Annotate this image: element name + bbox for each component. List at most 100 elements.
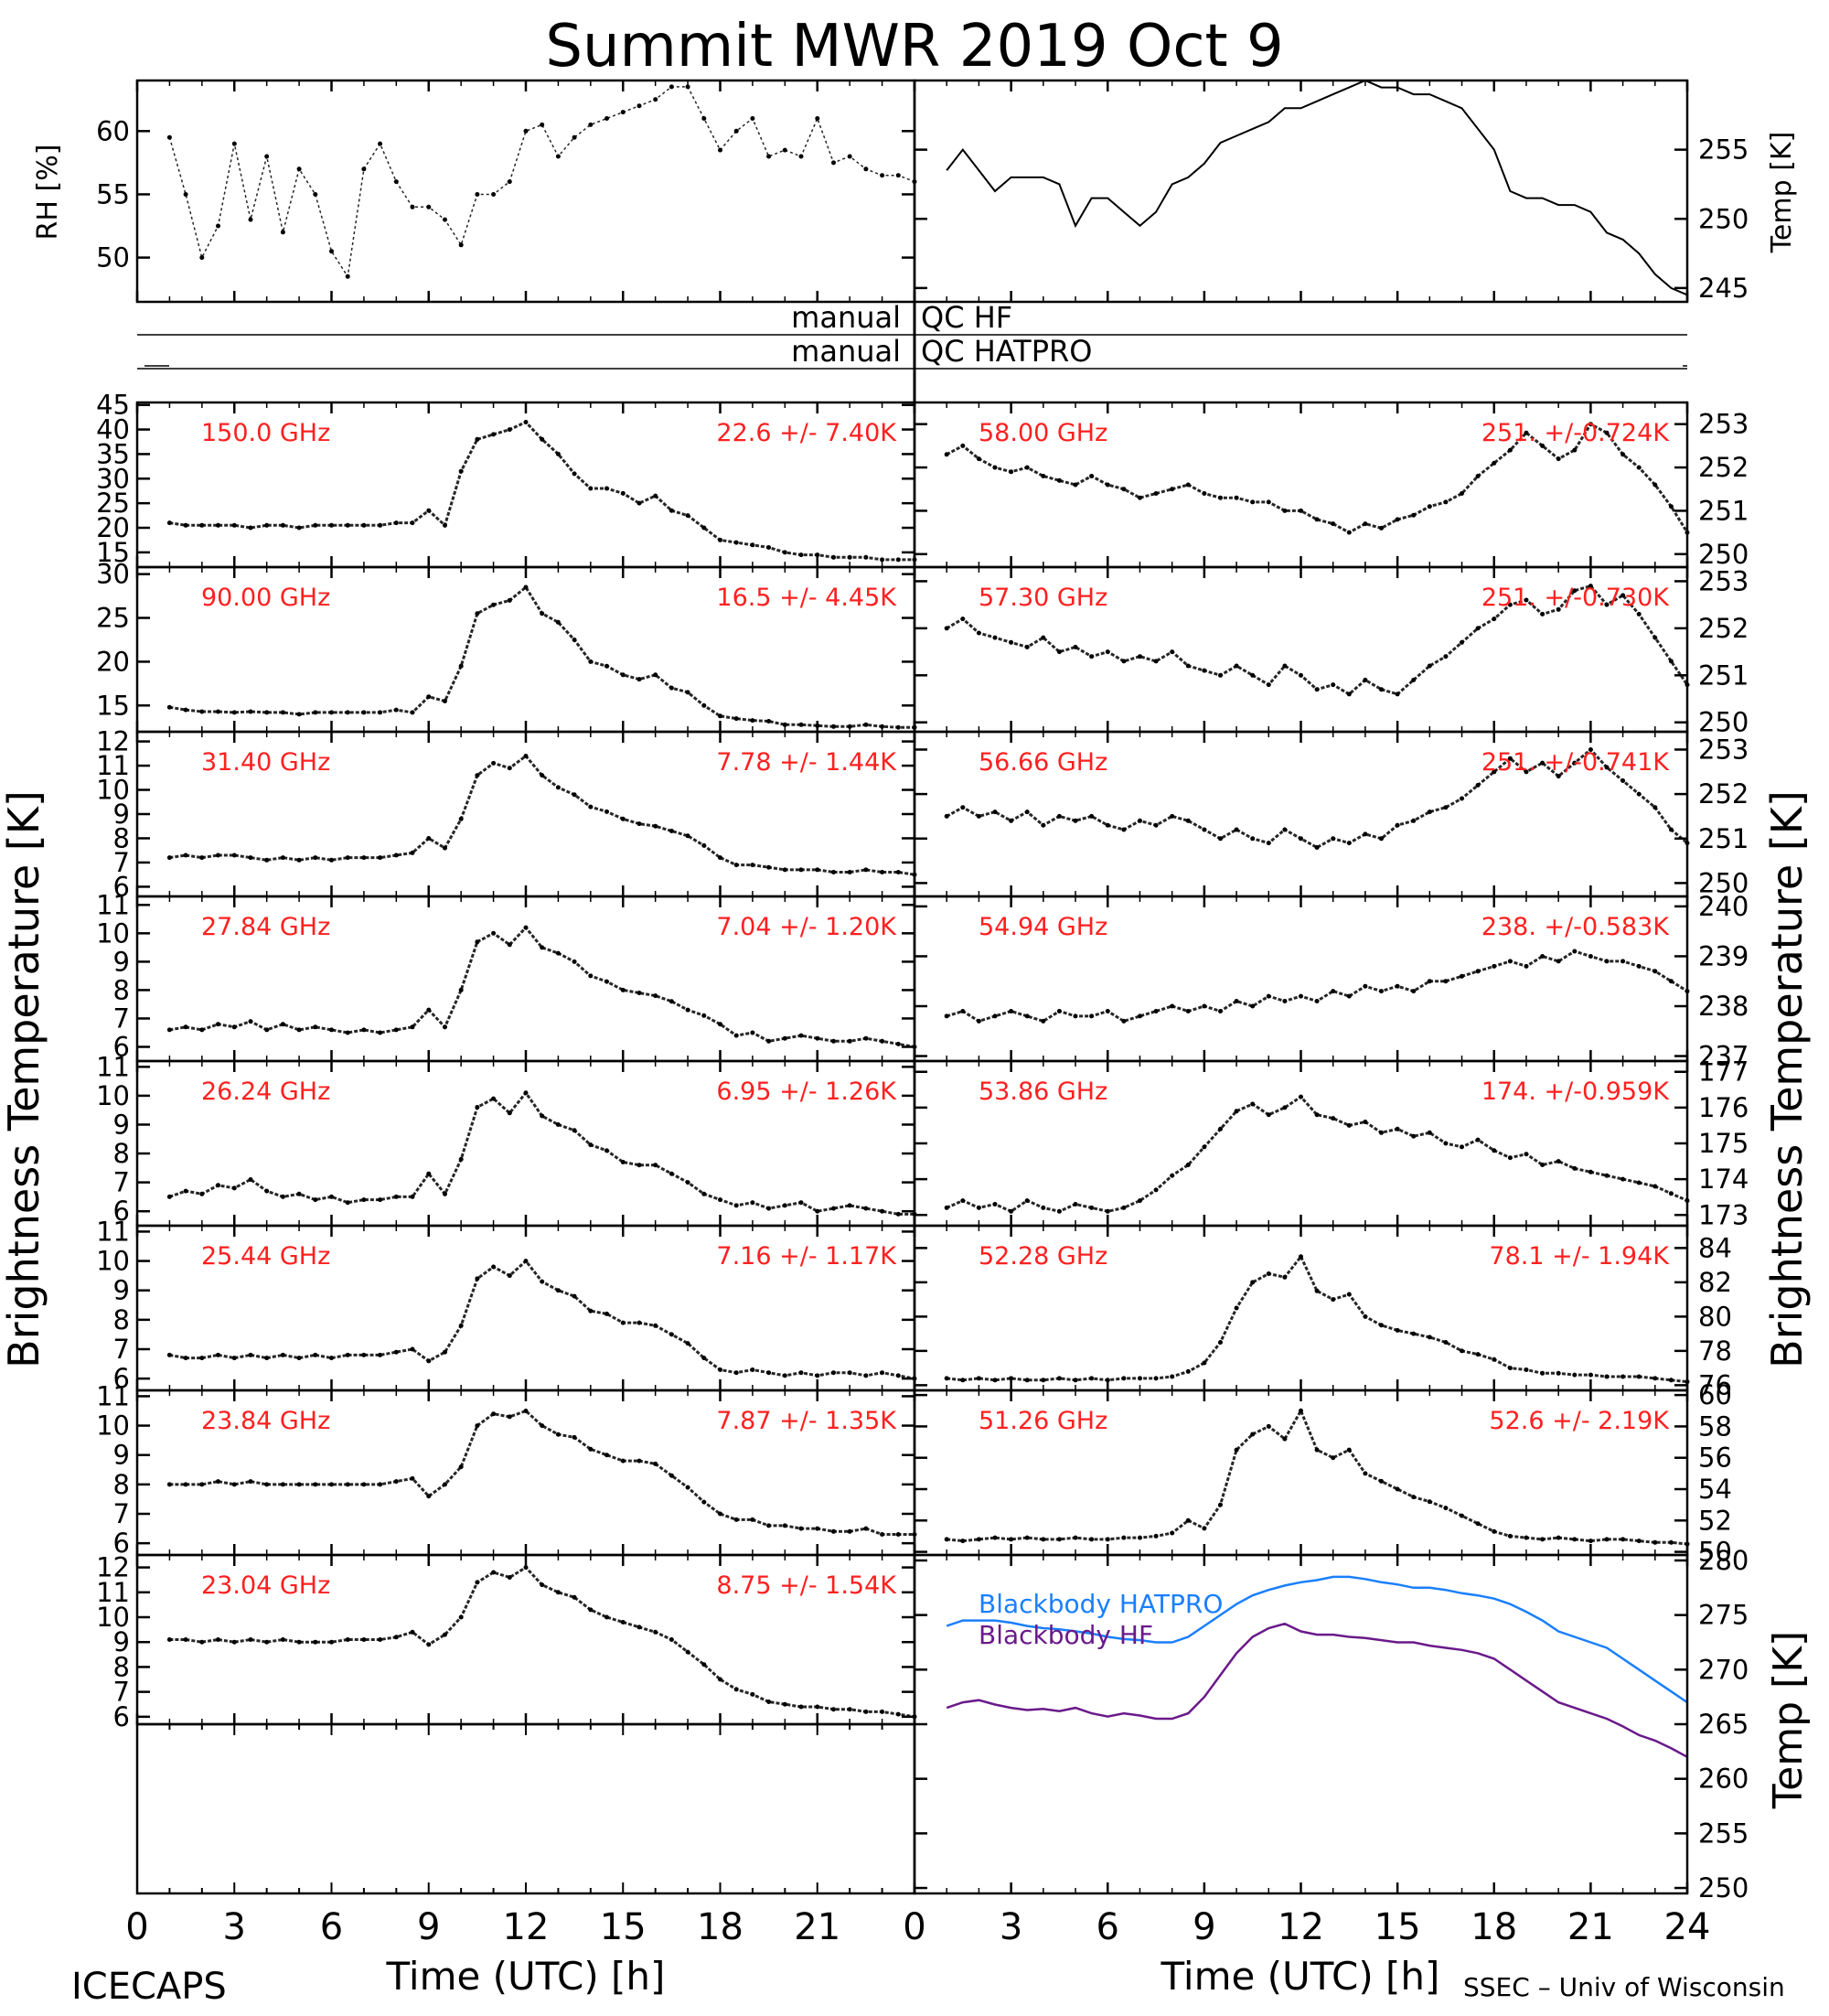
ch3140-point	[750, 863, 755, 868]
ch2304-y-tick-label: 7	[113, 1677, 130, 1708]
ch2784-point	[653, 993, 658, 999]
blackbody-y-tick-label: 270	[1698, 1654, 1749, 1685]
ch9000-point	[831, 724, 836, 729]
ch5228-point	[1572, 1372, 1578, 1378]
ch5494-point	[1492, 963, 1497, 969]
ch2384-point	[555, 1432, 561, 1437]
ch2384-point	[183, 1482, 188, 1487]
ch5126-point	[1314, 1447, 1320, 1453]
ch5386-point	[1524, 1152, 1529, 1157]
ch5126-y-tick-label: 56	[1698, 1442, 1732, 1474]
ch5386-point	[1604, 1173, 1610, 1178]
ch2304-point	[475, 1580, 480, 1585]
rh-trace	[168, 86, 915, 279]
ch5730-point	[1395, 692, 1400, 697]
rh-point	[880, 173, 885, 178]
ch5386-point	[1073, 1202, 1078, 1206]
ch2304-point	[685, 1649, 690, 1655]
ch5494-point	[1170, 1003, 1175, 1009]
ch5730-point	[1427, 663, 1432, 669]
ch5666-y-tick-label: 251	[1698, 823, 1749, 854]
ch2384-point	[604, 1453, 609, 1458]
x-tick-label-right: 24	[1664, 1906, 1711, 1948]
ch5228-point	[1588, 1372, 1593, 1378]
ch2624-point	[296, 1191, 302, 1196]
ch5126-point	[1443, 1506, 1449, 1511]
ch5800-point	[1475, 474, 1481, 478]
ch5666-point	[1572, 760, 1578, 766]
rh-point	[572, 134, 577, 140]
rh-point	[555, 154, 561, 159]
ch2624-stat-label: 6.95 +/- 1.26K	[716, 1078, 897, 1106]
ch5800-point	[1540, 443, 1546, 448]
ch150-point	[426, 508, 432, 513]
ch2624-y-tick-label: 11	[96, 1051, 130, 1082]
ch2384-y-tick-label: 9	[113, 1440, 130, 1471]
ch5228-point	[1331, 1297, 1336, 1303]
ch150-point	[831, 554, 836, 560]
ch5126-point	[1460, 1513, 1464, 1518]
ch5800-point	[1668, 504, 1674, 509]
rh-point	[248, 217, 253, 222]
ch2544-point	[231, 1356, 237, 1361]
rh-point	[280, 230, 285, 235]
ch5800-point	[1073, 482, 1078, 488]
ch5494-y-tick-label: 237	[1698, 1041, 1749, 1072]
ch5494-point	[1056, 1009, 1062, 1013]
ch5126-y-tick-label: 50	[1698, 1537, 1732, 1568]
ch2544-point	[733, 1370, 739, 1376]
ch2784-y-tick-label: 9	[113, 946, 130, 977]
ch2624-y-tick-label: 9	[113, 1109, 130, 1140]
ch2784-point	[815, 1035, 820, 1041]
ch2624-point	[782, 1203, 787, 1208]
ch5228-channel-label: 52.28 GHz	[979, 1242, 1107, 1271]
rh-point	[863, 166, 869, 172]
ch5730-point	[1475, 626, 1481, 631]
ch5494-point	[1299, 993, 1303, 999]
ch2784-point	[264, 1027, 270, 1033]
ch5228-point	[1138, 1376, 1142, 1381]
ch3140-point	[280, 855, 285, 861]
ch2624-point	[815, 1208, 820, 1214]
ch2544-trace	[169, 1259, 915, 1380]
ch2304-point	[378, 1637, 383, 1642]
ch2544-point	[588, 1308, 594, 1314]
ch5666-channel-label: 56.66 GHz	[979, 748, 1107, 777]
ch3140-point	[782, 867, 787, 873]
ch5228-point	[1475, 1352, 1481, 1357]
ch2784-point	[458, 987, 464, 992]
ch5386-point	[1234, 1109, 1239, 1114]
ch5228-point	[1234, 1305, 1239, 1311]
ch5666-point	[1475, 782, 1481, 788]
ch2544-point	[410, 1346, 415, 1352]
ch5800-point	[1218, 495, 1223, 500]
ch5730-y-tick-label: 252	[1698, 613, 1749, 644]
ch2384-point	[733, 1517, 739, 1522]
left-side-label: Brightness Temperature [K]	[0, 790, 48, 1368]
ch5800-point	[1105, 482, 1110, 488]
ch150-point	[296, 525, 302, 531]
ch5666-point	[1346, 841, 1352, 846]
ch150-point	[345, 522, 350, 528]
ch9000-point	[540, 611, 545, 617]
ch3140-point	[815, 867, 820, 873]
ch2784-y-tick-label: 6	[113, 1031, 130, 1062]
ch5730-point	[1556, 606, 1561, 612]
ch2544-point	[296, 1356, 302, 1361]
x-tick-label-left: 21	[794, 1906, 840, 1948]
ch2624-point	[798, 1200, 804, 1206]
ch5386-point	[1556, 1159, 1561, 1164]
ch5126-point	[1427, 1499, 1432, 1505]
ch2544-point	[701, 1356, 707, 1361]
ch2544-point	[863, 1373, 869, 1378]
ch9000-y-tick-label: 20	[96, 646, 130, 677]
ch5386-point	[976, 1205, 981, 1210]
ch5126-point	[1636, 1539, 1642, 1544]
ch5386-point	[1572, 1165, 1578, 1171]
ch5730-point	[1041, 635, 1046, 640]
ch150-point	[264, 522, 270, 528]
ch5666-point	[1314, 845, 1320, 850]
ch2384-y-tick-label: 7	[113, 1498, 130, 1529]
ch2784-y-tick-label: 8	[113, 974, 130, 1005]
ch2784-point	[393, 1027, 399, 1033]
